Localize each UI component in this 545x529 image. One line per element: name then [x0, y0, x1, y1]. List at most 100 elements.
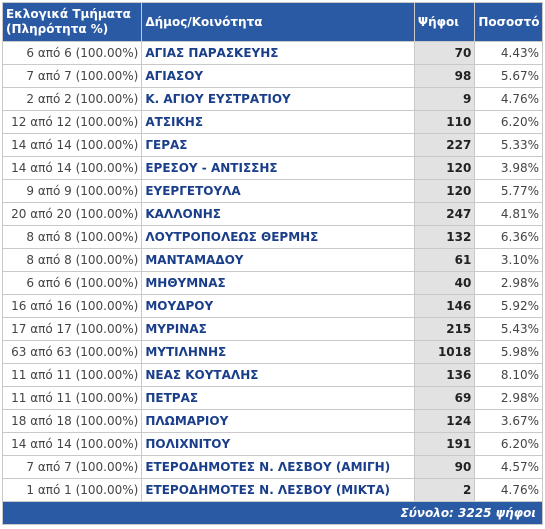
- municipality-cell: ΕΤΕΡΟΔΗΜΟΤΕΣ Ν. ΛΕΣΒΟΥ (ΑΜΙΓΗ): [142, 456, 414, 478]
- total-row: Σύνολο: 3225 ψήφοι: [3, 502, 542, 524]
- percent-cell: 8.10%: [475, 364, 542, 386]
- municipality-cell: ΜΑΝΤΑΜΑΔΟΥ: [142, 249, 414, 271]
- header-municipality: Δήμος/Κοινότητα: [142, 3, 414, 41]
- sections-cell: 16 από 16 (100.00%): [3, 295, 142, 317]
- percent-cell: 5.43%: [475, 318, 542, 340]
- percent-cell: 4.76%: [475, 479, 542, 501]
- table-row: 9 από 9 (100.00%) ΕΥΕΡΓΕΤΟΥΛΑ 120 5.77%: [3, 180, 542, 202]
- sections-cell: 1 από 1 (100.00%): [3, 479, 142, 501]
- municipality-cell: ΠΛΩΜΑΡΙΟΥ: [142, 410, 414, 432]
- votes-cell: 227: [414, 134, 475, 156]
- sections-cell: 6 από 6 (100.00%): [3, 272, 142, 294]
- header-votes: Ψήφοι: [414, 3, 475, 41]
- votes-cell: 98: [414, 65, 475, 87]
- percent-cell: 5.67%: [475, 65, 542, 87]
- votes-cell: 120: [414, 157, 475, 179]
- votes-cell: 247: [414, 203, 475, 225]
- municipality-cell: ΠΟΛΙΧΝΙΤΟΥ: [142, 433, 414, 455]
- votes-cell: 9: [414, 88, 475, 110]
- percent-cell: 6.20%: [475, 111, 542, 133]
- table-row: 11 από 11 (100.00%) ΠΕΤΡΑΣ 69 2.98%: [3, 387, 542, 409]
- municipality-cell: ΕΤΕΡΟΔΗΜΟΤΕΣ Ν. ΛΕΣΒΟΥ (ΜΙΚΤΑ): [142, 479, 414, 501]
- municipality-cell: ΜΥΡΙΝΑΣ: [142, 318, 414, 340]
- percent-cell: 5.77%: [475, 180, 542, 202]
- votes-cell: 215: [414, 318, 475, 340]
- table-row: 6 από 6 (100.00%) ΑΓΙΑΣ ΠΑΡΑΣΚΕΥΗΣ 70 4.43%: [3, 42, 542, 64]
- votes-cell: 1018: [414, 341, 475, 363]
- table-row: 14 από 14 (100.00%) ΕΡΕΣΟΥ - ΑΝΤΙΣΣΗΣ 120 3…: [3, 157, 542, 179]
- sections-cell: 17 από 17 (100.00%): [3, 318, 142, 340]
- table-row: 12 από 12 (100.00%) ΑΤΣΙΚΗΣ 110 6.20%: [3, 111, 542, 133]
- table-row: 8 από 8 (100.00%) ΜΑΝΤΑΜΑΔΟΥ 61 3.10%: [3, 249, 542, 271]
- table-row: 7 από 7 (100.00%) ΕΤΕΡΟΔΗΜΟΤΕΣ Ν. ΛΕΣΒΟΥ …: [3, 456, 542, 478]
- votes-cell: 120: [414, 180, 475, 202]
- municipality-cell: ΜΥΤΙΛΗΝΗΣ: [142, 341, 414, 363]
- votes-cell: 90: [414, 456, 475, 478]
- percent-cell: 2.98%: [475, 272, 542, 294]
- percent-cell: 4.76%: [475, 88, 542, 110]
- municipality-cell: ΛΟΥΤΡΟΠΟΛΕΩΣ ΘΕΡΜΗΣ: [142, 226, 414, 248]
- votes-cell: 146: [414, 295, 475, 317]
- table-row: 1 από 1 (100.00%) ΕΤΕΡΟΔΗΜΟΤΕΣ Ν. ΛΕΣΒΟΥ …: [3, 479, 542, 501]
- table-row: 20 από 20 (100.00%) ΚΑΛΛΟΝΗΣ 247 4.81%: [3, 203, 542, 225]
- municipality-cell: ΜΗΘΥΜΝΑΣ: [142, 272, 414, 294]
- municipality-cell: ΑΤΣΙΚΗΣ: [142, 111, 414, 133]
- percent-cell: 6.36%: [475, 226, 542, 248]
- percent-cell: 3.10%: [475, 249, 542, 271]
- table-row: 18 από 18 (100.00%) ΠΛΩΜΑΡΙΟΥ 124 3.67%: [3, 410, 542, 432]
- percent-cell: 2.98%: [475, 387, 542, 409]
- sections-cell: 12 από 12 (100.00%): [3, 111, 142, 133]
- sections-cell: 14 από 14 (100.00%): [3, 157, 142, 179]
- municipality-cell: ΠΕΤΡΑΣ: [142, 387, 414, 409]
- sections-cell: 14 από 14 (100.00%): [3, 134, 142, 156]
- sections-cell: 11 από 11 (100.00%): [3, 387, 142, 409]
- percent-cell: 5.33%: [475, 134, 542, 156]
- sections-cell: 8 από 8 (100.00%): [3, 226, 142, 248]
- votes-cell: 40: [414, 272, 475, 294]
- percent-cell: 4.57%: [475, 456, 542, 478]
- votes-cell: 136: [414, 364, 475, 386]
- percent-cell: 5.92%: [475, 295, 542, 317]
- sections-cell: 63 από 63 (100.00%): [3, 341, 142, 363]
- municipality-cell: ΕΥΕΡΓΕΤΟΥΛΑ: [142, 180, 414, 202]
- table-row: 6 από 6 (100.00%) ΜΗΘΥΜΝΑΣ 40 2.98%: [3, 272, 542, 294]
- sections-cell: 8 από 8 (100.00%): [3, 249, 142, 271]
- sections-cell: 20 από 20 (100.00%): [3, 203, 142, 225]
- votes-cell: 2: [414, 479, 475, 501]
- municipality-cell: ΑΓΙΑΣ ΠΑΡΑΣΚΕΥΗΣ: [142, 42, 414, 64]
- sections-cell: 7 από 7 (100.00%): [3, 456, 142, 478]
- table-row: 11 από 11 (100.00%) ΝΕΑΣ ΚΟΥΤΑΛΗΣ 136 8.10%: [3, 364, 542, 386]
- municipality-cell: ΓΕΡΑΣ: [142, 134, 414, 156]
- table-row: 7 από 7 (100.00%) ΑΓΙΑΣΟΥ 98 5.67%: [3, 65, 542, 87]
- total-votes: Σύνολο: 3225 ψήφοι: [3, 502, 542, 524]
- table-row: 2 από 2 (100.00%) Κ. ΑΓΙΟΥ ΕΥΣΤΡΑΤΙΟΥ 9 4.7…: [3, 88, 542, 110]
- votes-cell: 124: [414, 410, 475, 432]
- municipality-cell: Κ. ΑΓΙΟΥ ΕΥΣΤΡΑΤΙΟΥ: [142, 88, 414, 110]
- sections-cell: 18 από 18 (100.00%): [3, 410, 142, 432]
- percent-cell: 5.98%: [475, 341, 542, 363]
- percent-cell: 3.67%: [475, 410, 542, 432]
- percent-cell: 3.98%: [475, 157, 542, 179]
- votes-cell: 69: [414, 387, 475, 409]
- votes-cell: 70: [414, 42, 475, 64]
- municipality-cell: ΑΓΙΑΣΟΥ: [142, 65, 414, 87]
- votes-cell: 110: [414, 111, 475, 133]
- table-header-row: Εκλογικά Τμήματα (Πληρότητα %) Δήμος/Κοι…: [3, 3, 542, 41]
- votes-cell: 191: [414, 433, 475, 455]
- municipality-cell: ΜΟΥΔΡΟΥ: [142, 295, 414, 317]
- table-row: 8 από 8 (100.00%) ΛΟΥΤΡΟΠΟΛΕΩΣ ΘΕΡΜΗΣ 132 6…: [3, 226, 542, 248]
- sections-cell: 2 από 2 (100.00%): [3, 88, 142, 110]
- votes-cell: 61: [414, 249, 475, 271]
- sections-cell: 7 από 7 (100.00%): [3, 65, 142, 87]
- sections-cell: 9 από 9 (100.00%): [3, 180, 142, 202]
- table-row: 14 από 14 (100.00%) ΓΕΡΑΣ 227 5.33%: [3, 134, 542, 156]
- municipality-cell: ΝΕΑΣ ΚΟΥΤΑΛΗΣ: [142, 364, 414, 386]
- header-percent: Ποσοστό: [475, 3, 542, 41]
- sections-cell: 6 από 6 (100.00%): [3, 42, 142, 64]
- table-row: 16 από 16 (100.00%) ΜΟΥΔΡΟΥ 146 5.92%: [3, 295, 542, 317]
- sections-cell: 14 από 14 (100.00%): [3, 433, 142, 455]
- votes-cell: 132: [414, 226, 475, 248]
- sections-cell: 11 από 11 (100.00%): [3, 364, 142, 386]
